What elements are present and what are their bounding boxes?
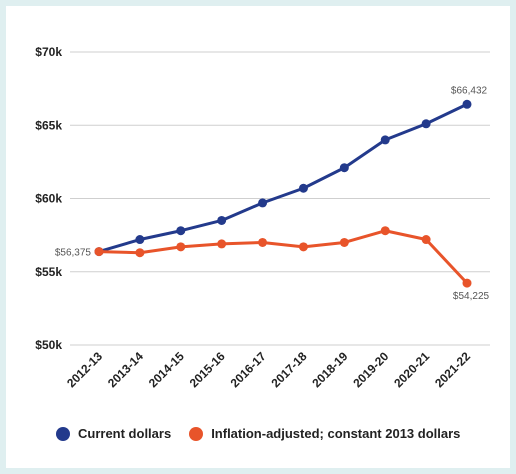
data-point bbox=[176, 226, 186, 236]
data-point bbox=[298, 183, 308, 193]
data-point bbox=[176, 242, 186, 252]
data-point bbox=[462, 278, 472, 288]
x-tick-label: 2014-15 bbox=[146, 349, 187, 390]
data-label: $66,432 bbox=[451, 85, 488, 96]
data-point bbox=[298, 242, 308, 252]
data-point bbox=[135, 248, 145, 258]
data-point bbox=[217, 239, 227, 249]
data-point bbox=[217, 215, 227, 225]
data-point bbox=[258, 237, 268, 247]
legend-label-inflation: Inflation-adjusted; constant 2013 dollar… bbox=[211, 426, 461, 441]
data-point bbox=[462, 99, 472, 109]
legend-item-current: Current dollars bbox=[56, 426, 171, 441]
y-tick-label: $50k bbox=[35, 338, 62, 352]
x-tick-label: 2012-13 bbox=[64, 349, 105, 390]
legend-label-current: Current dollars bbox=[78, 426, 172, 441]
legend-swatch-current bbox=[56, 426, 70, 441]
x-tick-label: 2013-14 bbox=[105, 349, 146, 390]
data-point bbox=[94, 247, 104, 257]
y-tick-label: $70k bbox=[35, 45, 62, 59]
data-label: $54,225 bbox=[453, 291, 490, 302]
series-line-0 bbox=[98, 102, 468, 254]
data-point bbox=[339, 237, 349, 247]
y-tick-label: $60k bbox=[35, 192, 62, 206]
data-point bbox=[380, 226, 390, 236]
legend-swatch-inflation bbox=[189, 426, 204, 441]
x-tick-label: 2019-20 bbox=[350, 349, 391, 390]
data-point bbox=[258, 198, 268, 208]
x-tick-label: 2021-22 bbox=[432, 349, 473, 390]
x-tick-label: 2017-18 bbox=[269, 349, 310, 390]
data-point bbox=[339, 163, 349, 173]
series-line-1 bbox=[98, 229, 469, 285]
legend-item-inflation: Inflation-adjusted; constant 2013 dollar… bbox=[189, 426, 460, 441]
data-point bbox=[421, 119, 431, 129]
data-point bbox=[421, 235, 431, 245]
data-point bbox=[380, 135, 390, 145]
y-tick-label: $65k bbox=[35, 118, 62, 132]
y-tick-label: $55k bbox=[35, 265, 62, 279]
x-tick-label: 2016-17 bbox=[228, 349, 269, 390]
data-label: $56,375 bbox=[55, 248, 92, 259]
x-tick-label: 2018-19 bbox=[309, 349, 350, 390]
data-point bbox=[135, 235, 145, 245]
chart-legend: Current dollars Inflation-adjusted; cons… bbox=[56, 426, 460, 441]
x-tick-label: 2020-21 bbox=[391, 349, 432, 390]
x-tick-label: 2015-16 bbox=[187, 349, 228, 390]
